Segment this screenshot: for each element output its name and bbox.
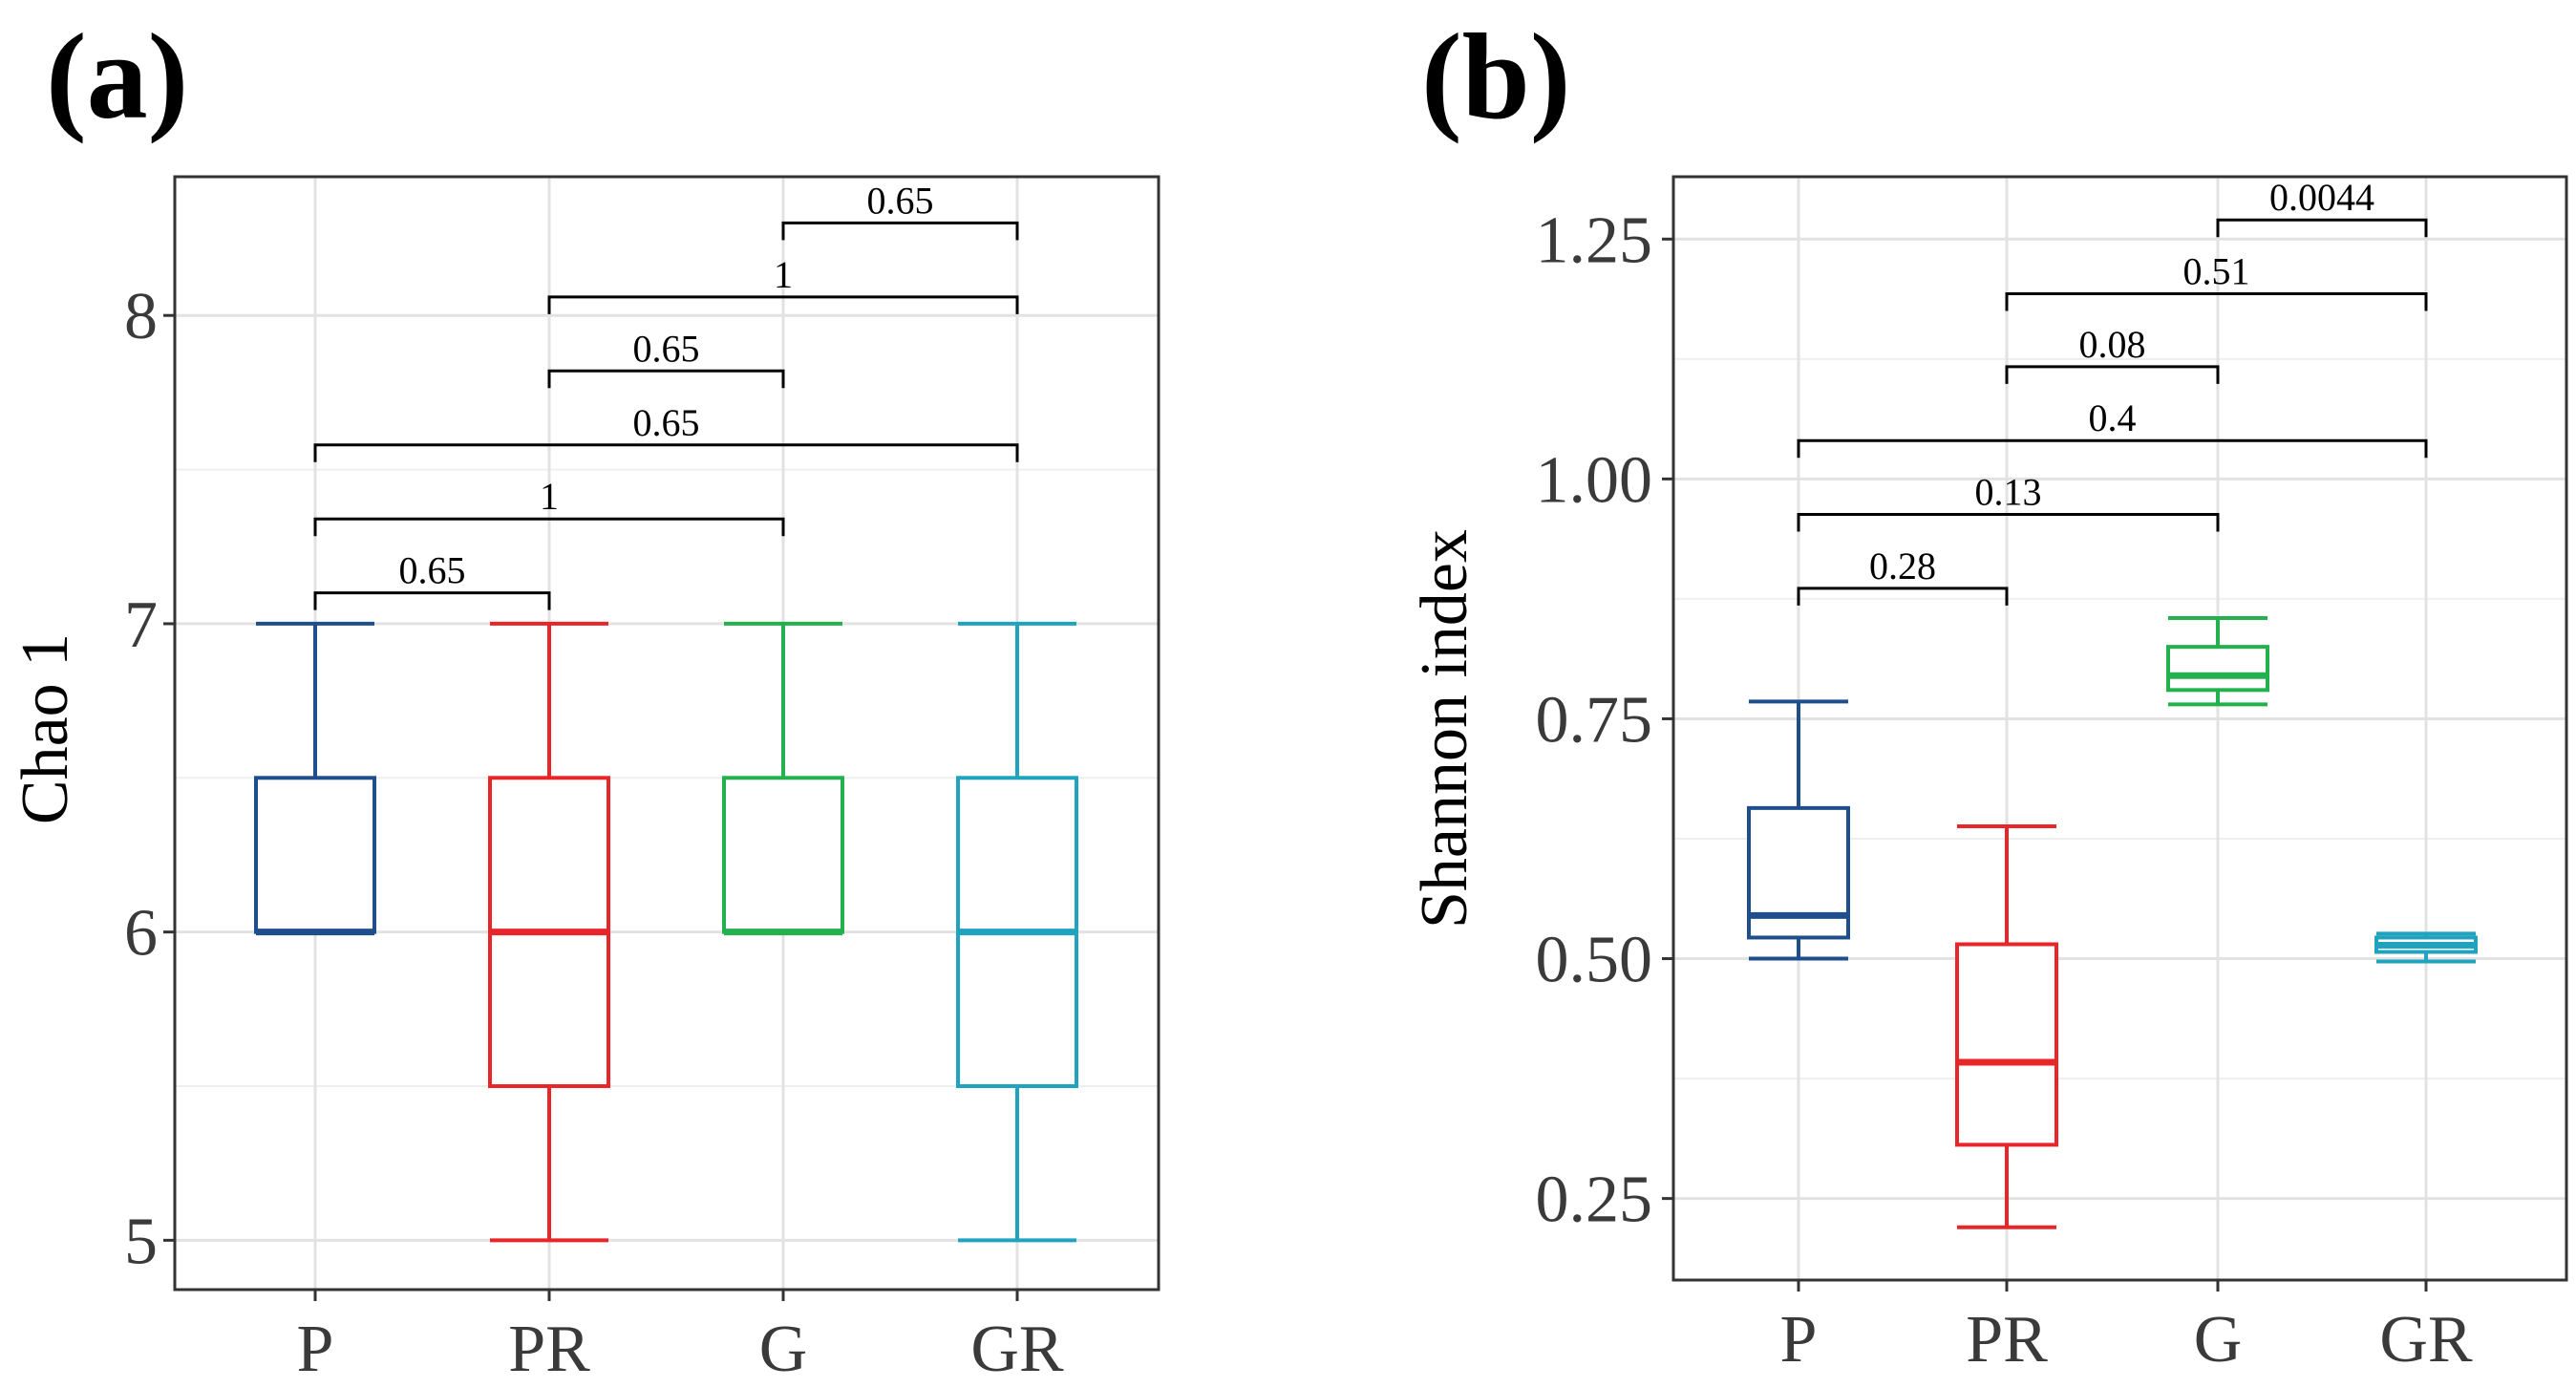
comparison-bracket [1797, 513, 2220, 532]
box-iqr [2166, 645, 2269, 693]
x-tick-label: G [2194, 1303, 2243, 1377]
comparison-p-value: 0.0044 [2269, 176, 2374, 219]
box-gr [956, 621, 1078, 1243]
x-tick-label: P [1780, 1303, 1818, 1377]
comparison-p-value: 0.65 [867, 179, 934, 222]
panel-letter-b: (b) [1421, 9, 1570, 144]
comparison-p-value: 1 [774, 253, 793, 296]
comparison-p-value: 1 [540, 475, 559, 518]
box-gr [2374, 931, 2478, 964]
comparison-bracket [1797, 587, 2009, 606]
comparison-p-pr: 0.28 [1797, 545, 2009, 606]
comparison-bracket [781, 221, 1019, 241]
y-tick-label: 0.50 [1536, 924, 1653, 997]
y-tick-label: 7 [124, 588, 158, 662]
x-tick-label: PR [508, 1313, 590, 1386]
x-tick-label: PR [1966, 1303, 2048, 1377]
comparison-pr-g: 0.08 [2005, 323, 2220, 384]
box-pr [1955, 823, 2058, 1229]
comparison-pr-gr: 0.51 [2005, 250, 2428, 311]
comparison-p-gr: 0.65 [313, 401, 1019, 462]
y-tick-label: 8 [124, 280, 158, 353]
box-iqr [722, 776, 844, 934]
comparison-g-gr: 0.0044 [2216, 176, 2428, 238]
comparison-bracket [2216, 218, 2428, 238]
comparison-p-value: 0.65 [633, 401, 700, 444]
comparison-p-value: 0.65 [633, 327, 700, 370]
comparison-p-value: 0.65 [399, 549, 466, 592]
comparison-bracket [313, 517, 785, 537]
comparison-p-gr: 0.4 [1797, 396, 2428, 459]
box-g [2166, 616, 2269, 707]
comparison-bracket [313, 591, 551, 610]
comparison-p-value: 0.08 [2079, 323, 2146, 366]
comparison-pr-g: 0.65 [547, 327, 785, 389]
comparison-p-pr: 0.65 [313, 549, 551, 610]
y-tick-label: 1.00 [1536, 443, 1653, 517]
comparison-p-value: 0.28 [1869, 545, 1936, 587]
comparison-p-value: 0.4 [2089, 396, 2137, 439]
comparison-p-value: 0.13 [1975, 471, 2042, 514]
x-tick-label: G [759, 1313, 808, 1386]
y-tick-label: 0.75 [1536, 683, 1653, 757]
box-p [254, 621, 376, 936]
comparison-bracket [547, 369, 785, 389]
comparison-bracket [547, 295, 1019, 314]
y-tick-label: 0.25 [1536, 1164, 1653, 1237]
comparison-bracket [2005, 365, 2220, 384]
plot-border [1671, 175, 2568, 1282]
plot-border [173, 175, 1160, 1292]
comparison-bracket [313, 443, 1019, 462]
box-g [722, 621, 844, 936]
y-axis-title: Chao 1 [9, 633, 82, 824]
y-axis-title: Shannon index [1408, 529, 1481, 929]
comparison-pr-gr: 1 [547, 253, 1019, 314]
x-tick-label: GR [2379, 1303, 2473, 1377]
x-tick-label: GR [970, 1313, 1064, 1386]
box-iqr [1955, 942, 2058, 1147]
y-tick-label: 5 [124, 1205, 158, 1278]
box-iqr [254, 776, 376, 934]
comparison-g-gr: 0.65 [781, 179, 1019, 241]
panel-letter-a: (a) [46, 9, 188, 144]
comparison-bracket [1797, 438, 2428, 459]
y-tick-label: 1.25 [1536, 203, 1653, 277]
panel-a-chao1: (a) 5 6 7 8 P PR G GR Chao 1 0.65 1 0.65 0.65 1 0.65 [9, 9, 1160, 1386]
comparison-p-value: 0.51 [2183, 250, 2250, 293]
box-p [1747, 699, 1850, 961]
comparison-p-g: 1 [313, 475, 785, 537]
box-pr [488, 621, 610, 1243]
y-tick-label: 6 [124, 897, 158, 971]
panel-b-shannon: (b) 0.25 0.50 0.75 1.00 1.25 P PR G GR Shannon in… [1408, 9, 2568, 1377]
comparison-bracket [2005, 292, 2428, 311]
x-tick-label: P [297, 1313, 334, 1386]
comparison-p-g: 0.13 [1797, 471, 2220, 532]
